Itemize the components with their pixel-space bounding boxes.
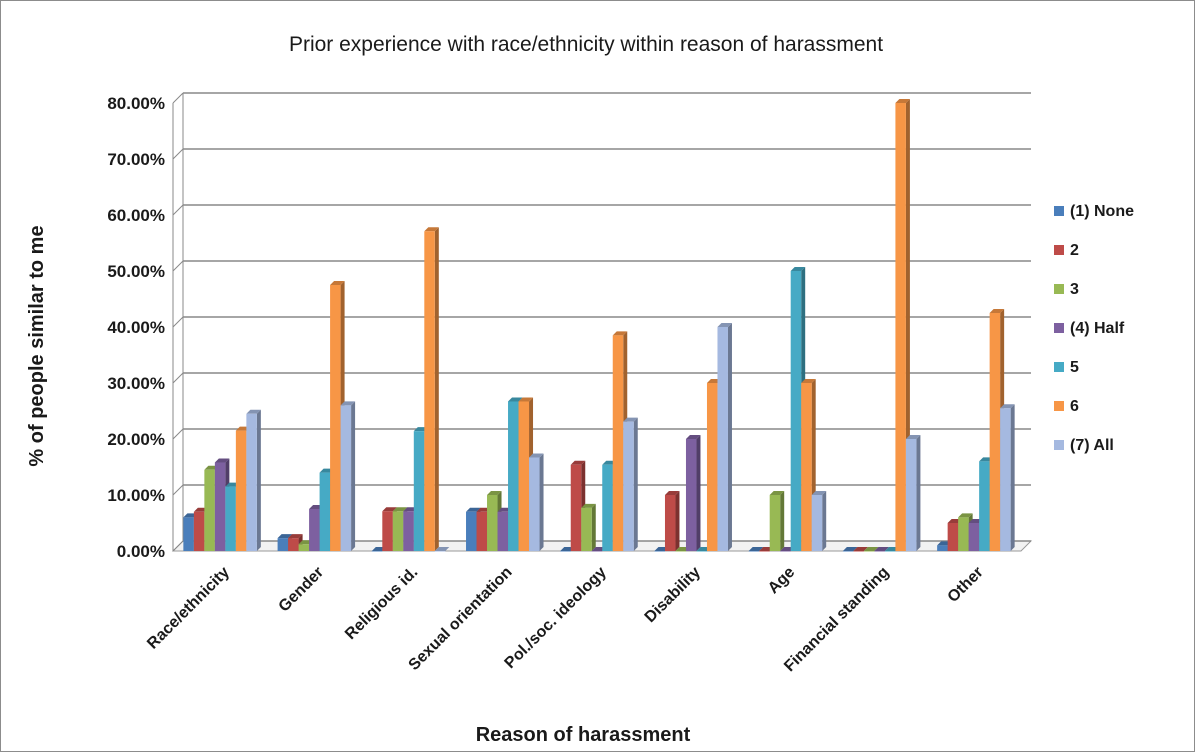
y-axis-title: % of people similar to me [26,225,48,466]
y-axis-ticks: 0.00% 10.00% 20.00% 30.00% 40.00% 50.00% 60.00… [107,94,165,561]
legend-swatch [1054,362,1064,372]
legend: (1) None 2 3 (4) Half 5 6 (7) All [1054,203,1134,454]
y-tick-label: 80.00% [107,94,165,113]
legend-label: (1) None [1070,203,1134,220]
bar [529,453,544,551]
bar [874,547,889,552]
bar [340,401,356,551]
y-tick-label: 40.00% [107,318,165,337]
y-tick-label: 0.00% [117,542,165,561]
y-tick-label: 10.00% [107,486,165,505]
legend-label: 6 [1070,398,1079,415]
x-category-label: Race/ethnicity [144,564,233,653]
legend-label: 2 [1070,242,1079,259]
bar [581,503,596,551]
legend-swatch [1054,323,1064,333]
gridline-side [172,316,184,328]
legend-item: 2 [1054,242,1079,259]
x-category-label: Gender [276,564,328,616]
gridline-side [172,428,184,440]
bar [748,547,764,552]
bar [905,435,921,551]
y-tick-label: 20.00% [107,430,165,449]
bar [246,409,261,551]
gridline-side [172,540,184,552]
x-category-label: Disability [642,564,704,626]
bar [1000,404,1015,551]
legend-item: (7) All [1054,437,1114,454]
bar [842,547,858,552]
legend-item: (1) None [1054,203,1134,220]
bar [685,435,701,551]
bar [769,491,785,551]
bar [434,547,450,552]
x-axis-categories: Race/ethnicity Gender Religious id.Sexual … [144,564,987,675]
legend-swatch [1054,401,1064,411]
chart-title: Prior experience with race/ethnicity wit… [289,33,883,56]
x-category-label: Other [945,564,987,606]
x-category-label: Sexual orientation [406,564,516,674]
legend-swatch [1054,284,1064,294]
gridline-side [172,204,184,216]
gridline-side [172,148,184,160]
legend-item: 6 [1054,398,1079,415]
x-category-label: Financial standing [781,564,892,675]
legend-item: (4) Half [1054,320,1125,337]
bar [623,417,638,551]
x-axis-title: Reason of harassment [476,724,691,746]
legend-swatch [1054,440,1064,450]
legend-item: 5 [1054,359,1079,376]
legend-label: 5 [1070,359,1079,376]
y-tick-label: 70.00% [107,150,165,169]
gridline-side [172,260,184,272]
gridline-side [172,92,184,104]
bar [664,491,680,551]
bar [853,547,868,552]
y-tick-label: 60.00% [107,206,165,225]
legend-item: 3 [1054,281,1079,298]
legend-label: (7) All [1070,437,1114,454]
legend-swatch [1054,245,1064,255]
bar [424,227,439,552]
legend-swatch [1054,206,1064,216]
x-category-label: Pol./soc. ideology [502,564,610,672]
gridline-side [172,372,184,384]
bar [717,323,732,551]
x-category-label: Age [765,564,798,597]
bar [863,547,879,552]
legend-label: (4) Half [1070,320,1125,337]
y-tick-label: 50.00% [107,262,165,281]
bars [183,99,1015,552]
y-tick-label: 30.00% [107,374,165,393]
bar [811,491,827,551]
gridline-side [172,484,184,496]
x-category-label: Religious id. [342,564,421,643]
legend-label: 3 [1070,281,1079,298]
